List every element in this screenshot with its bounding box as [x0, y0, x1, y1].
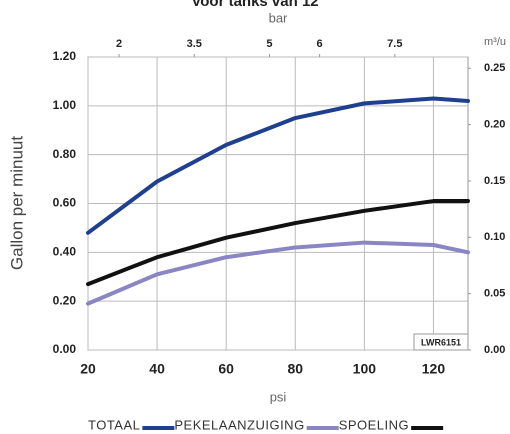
legend-label: TOTAAL	[88, 417, 140, 432]
x-tick-label: 120	[422, 361, 446, 377]
y2-axis-label: m³/u	[484, 36, 506, 48]
x-tick-label: 100	[353, 361, 377, 377]
y2-tick-label: 0.00	[484, 344, 505, 356]
y-tick-label: 0.60	[53, 196, 77, 210]
annotation-box	[413, 333, 469, 351]
y2-tick-label: 0.25	[484, 62, 505, 74]
series-line	[86, 199, 470, 287]
series-line	[86, 96, 470, 235]
x-tick-label: 60	[218, 361, 234, 377]
y2-tick-label: 0.10	[484, 231, 505, 243]
legend-label: PEKELAANZUIGING	[174, 417, 304, 432]
y2-tick-label: 0.05	[484, 288, 505, 300]
y2-tick-label: 0.15	[484, 175, 505, 187]
y-axis-label: Gallon per minuut	[7, 136, 26, 270]
x-tick-label: 40	[149, 361, 165, 377]
x-tick-label: 80	[287, 361, 303, 377]
x2-tick-label: 6	[317, 38, 323, 50]
annotation: LWR6151	[421, 337, 461, 347]
y-tick-label: 0.80	[53, 147, 77, 161]
y2-tick-label: 0.20	[484, 119, 505, 131]
x-tick-label: 20	[80, 361, 96, 377]
chart-title: Voor tanks van 12	[191, 0, 318, 10]
series-line	[86, 240, 470, 306]
x2-tick-label: 7.5	[387, 38, 402, 50]
x2-tick-label: 3.5	[187, 38, 202, 50]
x2-tick-label: 2	[116, 38, 122, 50]
x2-tick-label: 5	[266, 38, 272, 50]
x2-axis-label: bar	[269, 10, 288, 25]
y-tick-label: 1.20	[53, 49, 77, 63]
x-axis-label: psi	[270, 389, 287, 404]
legend-label: SPOELING	[339, 417, 409, 432]
y-tick-label: 0.40	[53, 245, 77, 259]
y-tick-label: 0.20	[53, 293, 77, 307]
y-tick-label: 0.00	[53, 342, 77, 356]
y-tick-label: 1.00	[53, 98, 77, 112]
